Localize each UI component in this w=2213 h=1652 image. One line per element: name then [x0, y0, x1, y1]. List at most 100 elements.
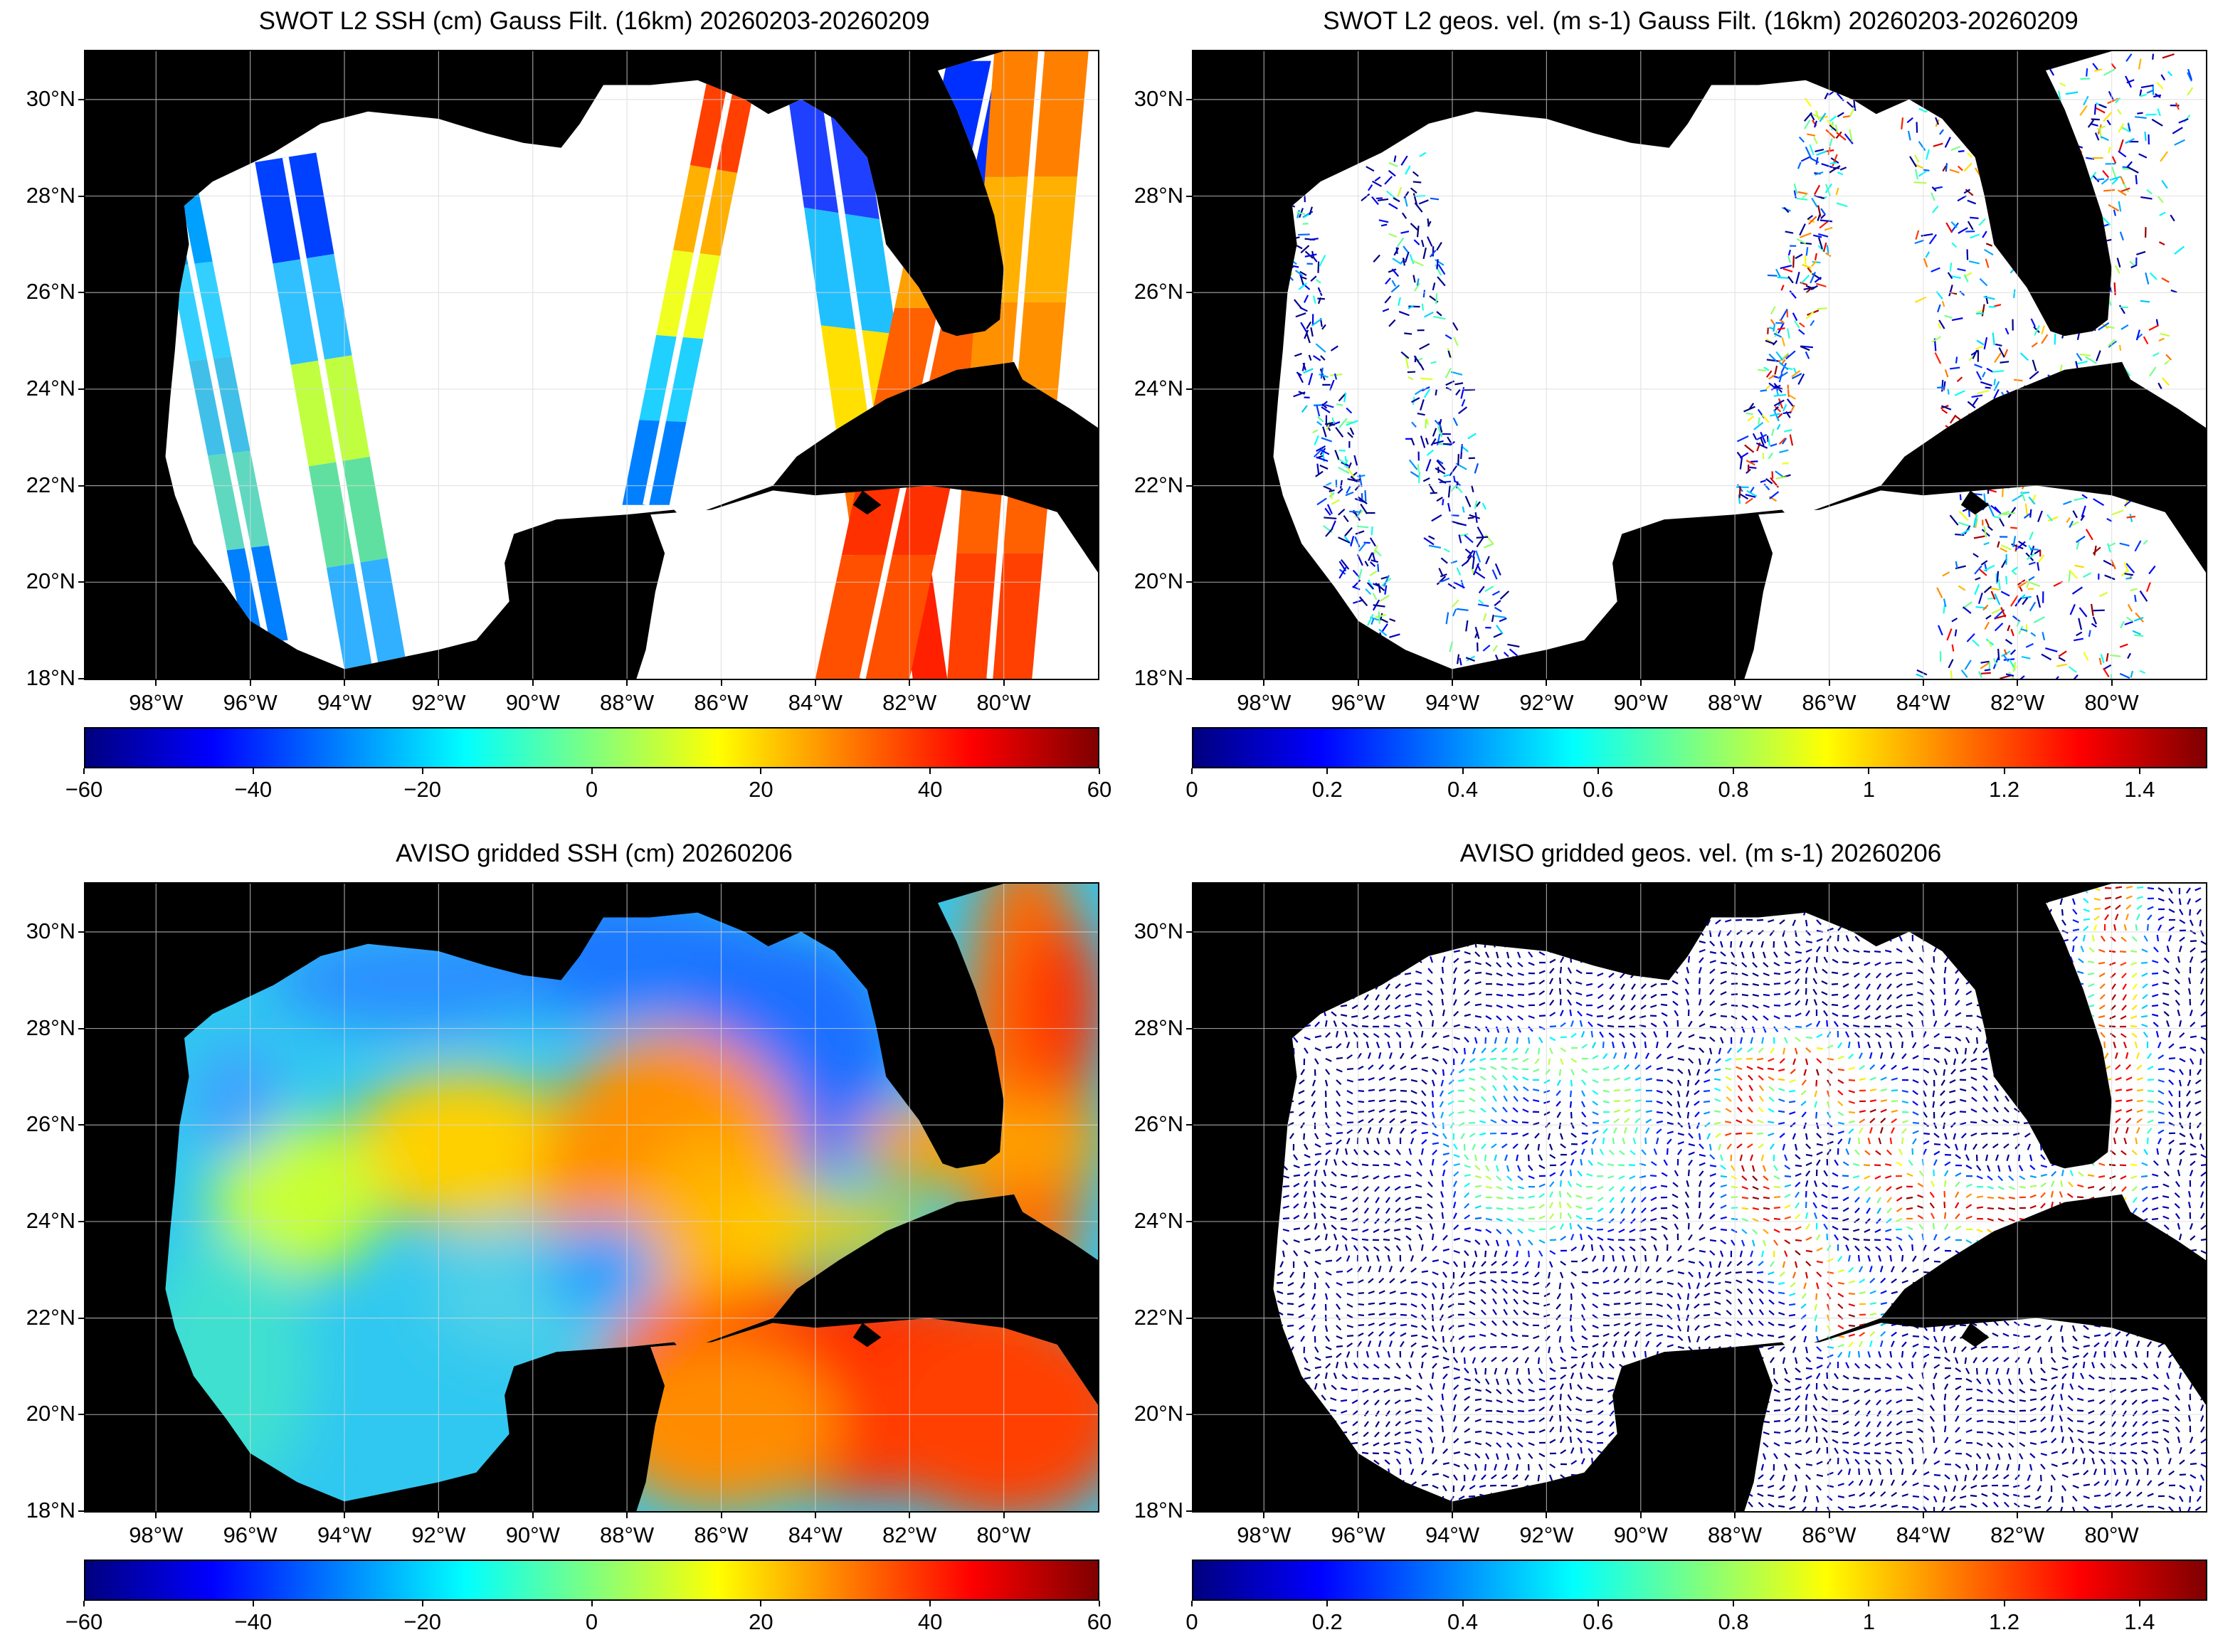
colorbar-tick-label: −60 [65, 1609, 103, 1634]
lat-tick-label: 28°N [26, 1015, 75, 1040]
lon-tick-label: 96°W [223, 690, 278, 715]
map-canvas [85, 51, 1098, 679]
colorbar-tick-label: 0.8 [1718, 777, 1749, 802]
colorbar-tick-label: 0.4 [1447, 1609, 1479, 1634]
cuba-land [773, 1260, 1098, 1367]
colorbar-tick-mark [421, 1601, 423, 1606]
lon-tick-mark [2111, 1513, 2113, 1518]
lon-tick-label: 88°W [1708, 690, 1763, 715]
lat-tick-label: 30°N [1134, 85, 1183, 111]
colorbar-tick-label: 1.2 [1989, 777, 2020, 802]
colorbar-tick-mark [1326, 1601, 1329, 1606]
lat-tick-mark [1186, 1220, 1192, 1222]
lat-tick-mark [1186, 195, 1192, 197]
lat-tick-label: 20°N [26, 1401, 75, 1426]
lat-tick-mark [78, 931, 84, 933]
colorbar-tick-mark [929, 1601, 931, 1606]
colorbar-tick-mark [2138, 1601, 2140, 1606]
lat-tick-mark [1186, 292, 1192, 294]
lon-tick-label: 98°W [1237, 690, 1292, 715]
colorbar-tick-label: 0.6 [1583, 777, 1614, 802]
isla-juventud [852, 1323, 882, 1347]
colorbar-tick-label: 1 [1862, 1609, 1875, 1634]
lon-tick-mark [1003, 1513, 1005, 1518]
colorbar-tick-label: −20 [403, 777, 441, 802]
graticule [1193, 884, 2206, 1511]
colorbar-tick-mark [591, 1601, 593, 1606]
lat-tick-label: 26°N [26, 1111, 75, 1137]
panel-title: AVISO gridded SSH (cm) 20260206 [396, 840, 793, 867]
lon-tick-label: 94°W [317, 690, 372, 715]
colorbar-tick-label: 0 [1185, 1609, 1198, 1634]
colorbar-tick-label: 0 [585, 777, 598, 802]
colorbar-tick-label: −20 [403, 1609, 441, 1634]
lon-tick-mark [1639, 680, 1642, 686]
colorbar-tick-mark [1868, 1601, 1870, 1606]
lat-tick-label: 28°N [1134, 1015, 1183, 1040]
colorbar-tick-mark [1462, 1601, 1464, 1606]
lat-tick-mark [78, 1220, 84, 1222]
lat-tick-label: 18°N [1134, 1498, 1183, 1523]
lat-tick-label: 28°N [26, 182, 75, 208]
cuba-land [1881, 428, 2206, 534]
lon-tick-mark [344, 680, 346, 686]
colorbar-tick-label: 1.4 [2124, 1609, 2155, 1634]
lon-tick-label: 90°W [1613, 690, 1668, 715]
colorbar-tick-mark [2003, 1601, 2005, 1606]
colorbar-tick-label: 0.6 [1583, 1609, 1614, 1634]
colorbar-tick-label: 0 [585, 1609, 598, 1634]
lat-tick-label: 24°N [1134, 375, 1183, 401]
lat-tick-mark [1186, 1510, 1192, 1512]
panel-title: SWOT L2 geos. vel. (m s-1) Gauss Filt. (… [1323, 7, 2079, 35]
lat-tick-mark [78, 1027, 84, 1029]
map-plot [84, 882, 1099, 1513]
isla-juventud [852, 490, 882, 515]
lat-tick-label: 22°N [1134, 1304, 1183, 1330]
lon-tick-mark [2017, 1513, 2019, 1518]
lon-tick-mark [814, 680, 816, 686]
lon-tick-mark [1546, 680, 1548, 686]
lon-tick-mark [1003, 680, 1005, 686]
lat-tick-label: 18°N [26, 1498, 75, 1523]
lat-tick-mark [1186, 1317, 1192, 1319]
nadir-gap [643, 84, 734, 506]
colorbar-tick-mark [1597, 1601, 1599, 1606]
colorbar-tick-label: 0.2 [1311, 777, 1343, 802]
lon-tick-label: 88°W [1708, 1523, 1763, 1547]
lat-tick-label: 18°N [26, 665, 75, 690]
lon-tick-mark [1452, 680, 1454, 686]
colorbar-tick-mark [1326, 768, 1329, 774]
lon-tick-mark [1639, 1513, 1642, 1518]
lat-tick-mark [1186, 98, 1192, 100]
lon-tick-mark [438, 680, 440, 686]
lon-tick-label: 96°W [223, 1523, 278, 1547]
colorbar [1192, 727, 2207, 768]
map-plot [84, 50, 1099, 680]
colorbar-tick-mark [2138, 768, 2140, 774]
colorbar-tick-label: −60 [65, 777, 103, 802]
lon-tick-mark [249, 680, 251, 686]
map-plot [1192, 50, 2207, 680]
lat-tick-mark [78, 388, 84, 390]
colorbar-tick-mark [421, 768, 423, 774]
lon-tick-label: 80°W [2084, 690, 2139, 715]
lat-tick-label: 22°N [26, 472, 75, 497]
ssh-anomaly [211, 1119, 383, 1276]
lon-tick-mark [909, 680, 911, 686]
lon-tick-label: 88°W [600, 1523, 655, 1547]
lon-tick-mark [720, 1513, 722, 1518]
lon-tick-label: 98°W [1237, 1523, 1292, 1547]
colorbar-tick-label: 1.4 [2124, 777, 2155, 802]
lon-tick-mark [2111, 680, 2113, 686]
lat-tick-mark [78, 1510, 84, 1512]
ssh-anomaly [193, 1044, 279, 1158]
lon-tick-label: 92°W [411, 1523, 466, 1547]
colorbar-tick-label: 20 [749, 1609, 773, 1634]
lon-tick-label: 82°W [882, 690, 937, 715]
lon-tick-label: 86°W [694, 1523, 749, 1547]
lat-tick-mark [78, 98, 84, 100]
lon-tick-label: 84°W [1896, 690, 1950, 715]
lon-tick-label: 90°W [1613, 1523, 1668, 1547]
colorbar [1192, 1560, 2207, 1601]
map-canvas [1193, 884, 2206, 1511]
